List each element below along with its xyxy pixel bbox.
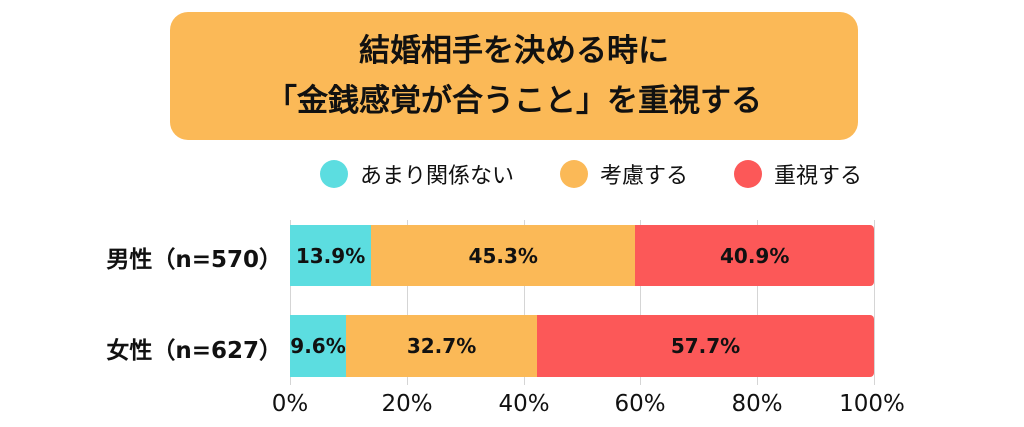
data-label: 45.3%	[468, 243, 538, 268]
bar-segment: 9.6%	[290, 315, 347, 377]
plot-area: 13.9% 45.3% 40.9% 9.6% 32.7% 57.7%	[290, 220, 875, 385]
x-tick: 20%	[381, 391, 433, 417]
gridline	[640, 220, 642, 385]
legend: あまり関係ない 考慮する 重視する	[320, 158, 908, 190]
bar-segment: 13.9%	[290, 225, 372, 286]
legend-item-not-relevant: あまり関係ない	[320, 158, 514, 190]
legend-swatch	[734, 160, 763, 188]
data-label: 40.9%	[719, 243, 790, 268]
x-tick: 0%	[271, 391, 309, 417]
data-label: 32.7%	[406, 334, 477, 358]
gridline	[523, 220, 525, 385]
title-line-2: 「金銭感覚が合うこと」を重視する	[266, 83, 762, 119]
bar-segment: 57.7%	[537, 315, 874, 377]
data-label: 57.7%	[670, 334, 741, 358]
bar-segment: 45.3%	[371, 225, 636, 286]
x-tick: 60%	[614, 391, 666, 417]
bar-segment: 40.9%	[635, 225, 874, 286]
bar-segment: 32.7%	[346, 315, 538, 377]
x-tick: 80%	[731, 391, 783, 417]
legend-item-emphasize: 重視する	[734, 158, 862, 190]
x-tick: 40%	[498, 391, 550, 417]
legend-label: あまり関係ない	[360, 164, 515, 189]
category-label-male: 男性（n=570）	[106, 247, 282, 273]
gridline	[406, 220, 408, 385]
legend-swatch	[320, 160, 348, 188]
category-label-female: 女性（n=627）	[106, 338, 282, 364]
data-label: 13.9%	[295, 243, 366, 268]
title-line-1: 結婚相手を決める時に	[359, 33, 669, 69]
x-tick: 100%	[839, 391, 905, 417]
data-label: 9.6%	[290, 334, 346, 358]
gridline	[874, 220, 875, 385]
legend-label: 考慮する	[600, 164, 689, 189]
legend-swatch	[560, 160, 589, 188]
legend-item-consider: 考慮する	[560, 158, 688, 190]
legend-label: 重視する	[774, 164, 863, 189]
gridline	[290, 220, 291, 385]
chart-title: 結婚相手を決める時に 「金銭感覚が合うこと」を重視する	[170, 12, 858, 140]
gridline	[757, 220, 759, 385]
